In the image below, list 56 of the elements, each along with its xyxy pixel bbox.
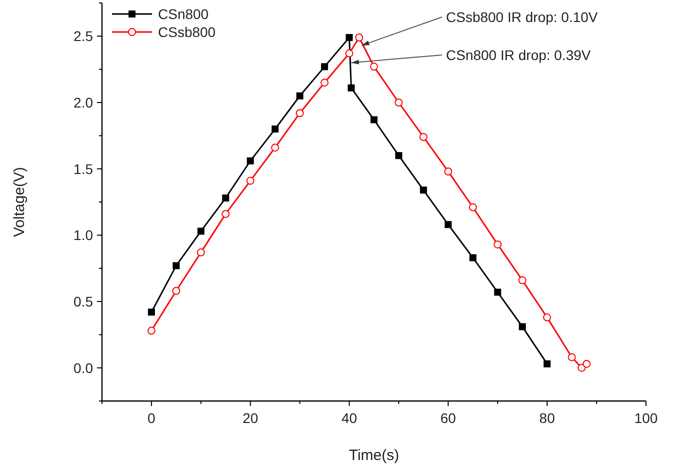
point xyxy=(469,254,476,262)
point xyxy=(444,221,452,228)
point xyxy=(271,144,280,152)
x-tick-label: 80 xyxy=(539,410,556,426)
x-tick-label: 0 xyxy=(148,410,156,426)
point xyxy=(395,152,402,160)
x-tick-label: 60 xyxy=(440,410,456,426)
point xyxy=(222,194,230,202)
point xyxy=(370,116,378,124)
y-tick-label: 2.5 xyxy=(74,28,94,44)
point xyxy=(419,132,428,141)
point xyxy=(197,228,204,235)
point xyxy=(370,62,378,71)
point xyxy=(494,240,502,248)
y-tick-label: 0.0 xyxy=(74,360,94,376)
point xyxy=(494,288,502,296)
point xyxy=(296,92,304,100)
point xyxy=(321,63,328,70)
y-tick-label: 1.5 xyxy=(74,160,94,177)
x-tick-label: 20 xyxy=(242,410,258,426)
point xyxy=(518,276,526,284)
point xyxy=(544,360,551,368)
point xyxy=(246,176,254,185)
x-tick-label: 40 xyxy=(341,410,358,426)
point xyxy=(172,262,180,270)
point xyxy=(543,313,552,322)
point xyxy=(568,353,576,362)
point xyxy=(346,34,353,41)
point xyxy=(222,210,230,218)
annotation: CSsb800 IR drop: 0.10V xyxy=(446,9,598,25)
x-tick-label: 100 xyxy=(634,410,658,426)
y-tick-label: 0.5 xyxy=(74,294,94,310)
y-tick-label: 1.0 xyxy=(74,227,94,244)
point xyxy=(394,98,403,106)
point xyxy=(172,286,180,295)
point xyxy=(246,157,254,164)
point xyxy=(518,323,526,330)
y-axis-title: Voltage(V) xyxy=(11,166,28,238)
x-axis-title: Time(s) xyxy=(348,447,400,464)
point xyxy=(444,167,452,176)
legend-label: CSn800 xyxy=(158,6,209,22)
point xyxy=(320,78,329,87)
point xyxy=(147,326,156,335)
point xyxy=(148,308,155,316)
y-tick-label: 2.0 xyxy=(74,94,94,110)
point xyxy=(345,49,354,58)
point xyxy=(348,84,355,92)
point xyxy=(582,360,591,368)
point xyxy=(196,248,205,256)
point xyxy=(420,186,427,194)
point xyxy=(296,109,304,118)
annotation: CSn800 IR drop: 0.39V xyxy=(446,47,592,63)
point xyxy=(355,33,364,42)
point xyxy=(468,203,477,212)
point xyxy=(272,126,279,133)
legend-label: CSsb800 xyxy=(158,24,216,40)
